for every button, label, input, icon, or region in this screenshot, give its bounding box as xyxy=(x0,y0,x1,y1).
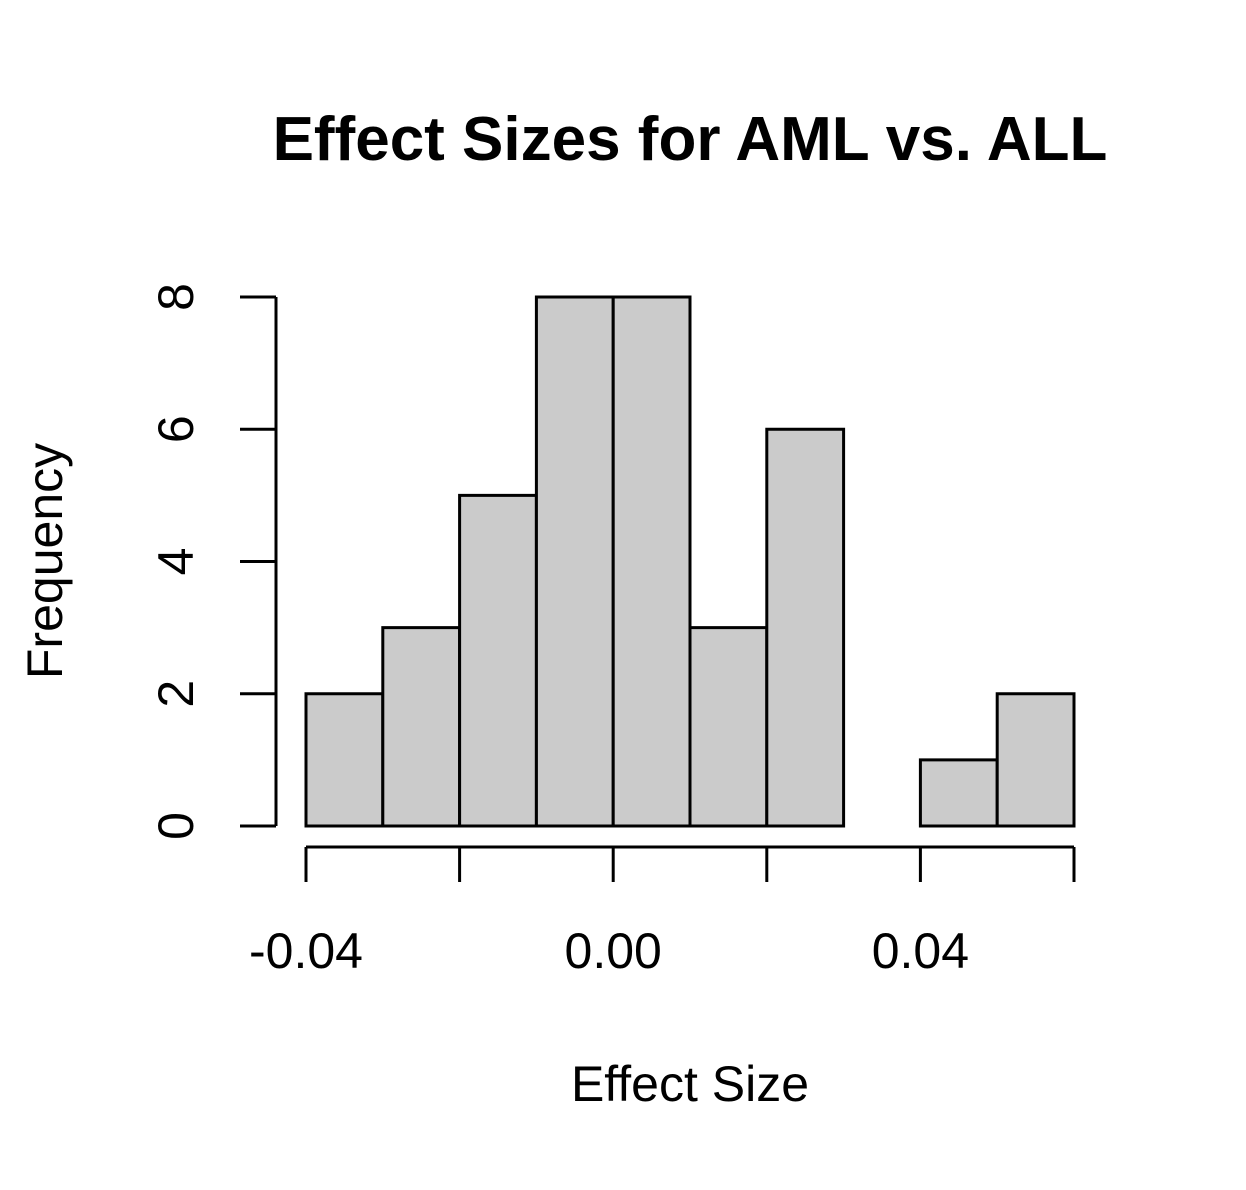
y-axis: 0 2 4 6 8 xyxy=(148,283,278,840)
histogram-bar xyxy=(611,295,692,828)
y-tick-label: 2 xyxy=(148,680,204,708)
bars-group xyxy=(304,295,1076,828)
y-tick-label: 0 xyxy=(148,812,204,840)
x-axis: -0.04 0.00 0.04 xyxy=(249,845,1076,979)
histogram-bar xyxy=(458,493,538,828)
histogram-bar xyxy=(304,692,385,828)
chart-title: Effect Sizes for AML vs. ALL xyxy=(273,105,1108,174)
x-axis-label: Effect Size xyxy=(571,1056,809,1112)
histogram-bar xyxy=(534,295,615,828)
x-tick-label: 0.00 xyxy=(565,923,662,979)
y-tick-label: 4 xyxy=(148,548,204,576)
y-tick-label: 6 xyxy=(148,415,204,443)
y-tick-label: 8 xyxy=(148,283,204,311)
x-tick-label: 0.04 xyxy=(872,923,969,979)
x-tick-label: -0.04 xyxy=(249,923,363,979)
histogram-bar xyxy=(688,626,769,828)
histogram-bar xyxy=(918,758,999,828)
y-axis-label: Frequency xyxy=(17,443,73,679)
histogram-bar xyxy=(765,427,846,828)
histogram-bar xyxy=(381,626,462,828)
histogram-bar xyxy=(995,692,1076,828)
